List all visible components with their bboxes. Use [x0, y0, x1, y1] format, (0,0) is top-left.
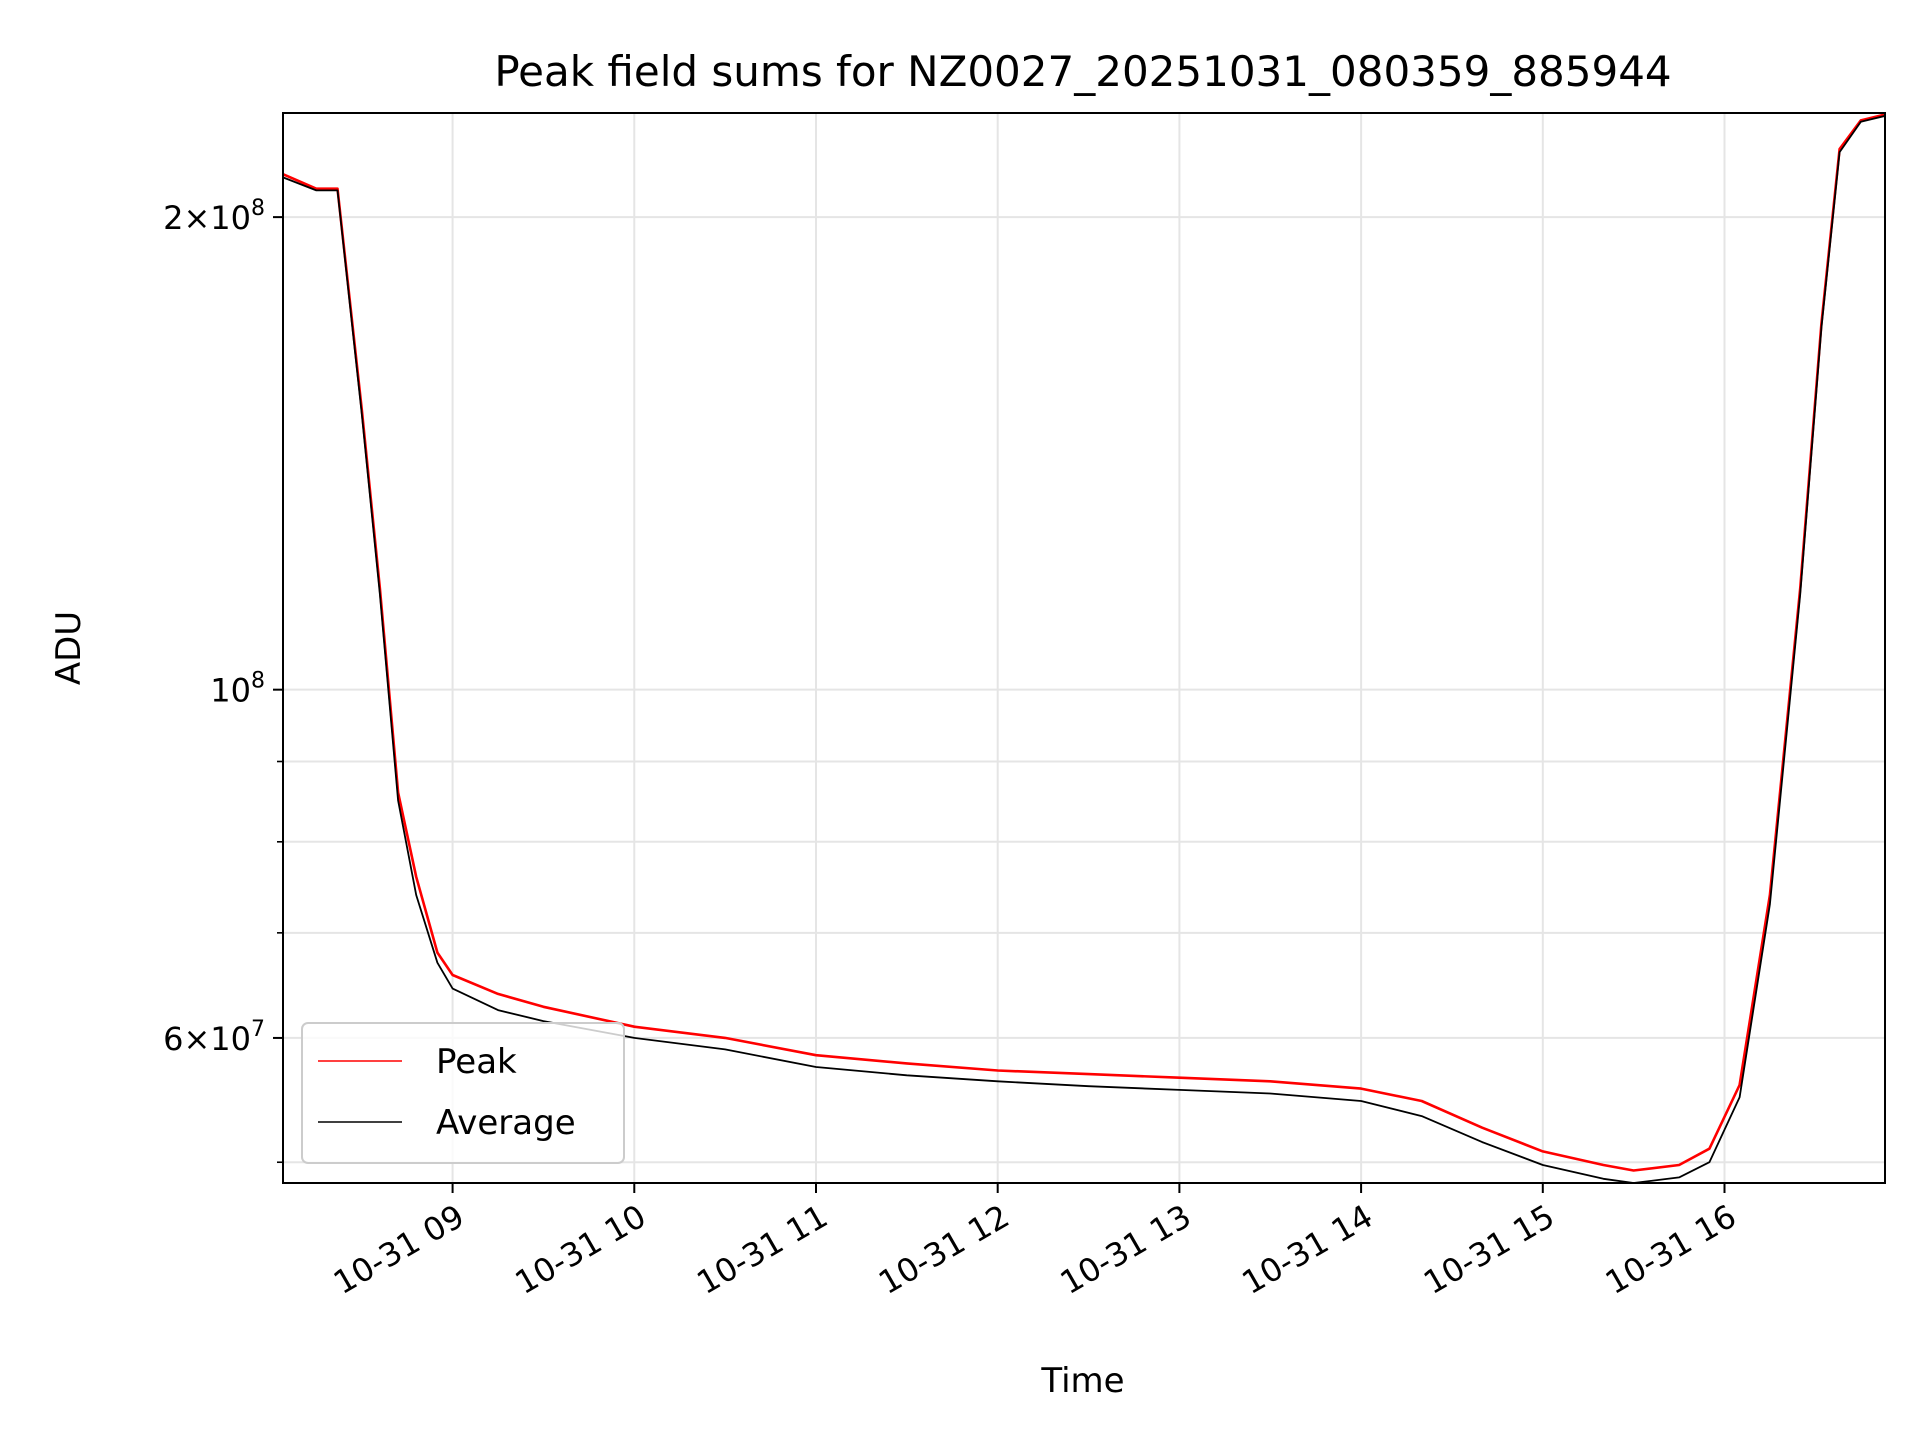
chart-title: Peak field sums for NZ0027_20251031_0803… — [494, 47, 1671, 96]
series-layer — [283, 113, 1885, 1183]
series-line-peak — [283, 113, 1885, 1172]
legend-box — [301, 1022, 625, 1164]
y-axis-label: ADU — [49, 611, 89, 685]
plot-frame — [282, 112, 1886, 1184]
y-tick-label: 108 — [210, 669, 265, 710]
series-line-average — [283, 115, 1885, 1183]
y-tick-label: 6×107 — [163, 1017, 265, 1058]
legend-label-average: Average — [436, 1103, 576, 1143]
legend-label-peak: Peak — [436, 1042, 517, 1082]
y-tick-label: 2×108 — [163, 196, 265, 237]
legend: Peak Average — [301, 1022, 625, 1164]
x-axis-label: Time — [1040, 1361, 1124, 1401]
